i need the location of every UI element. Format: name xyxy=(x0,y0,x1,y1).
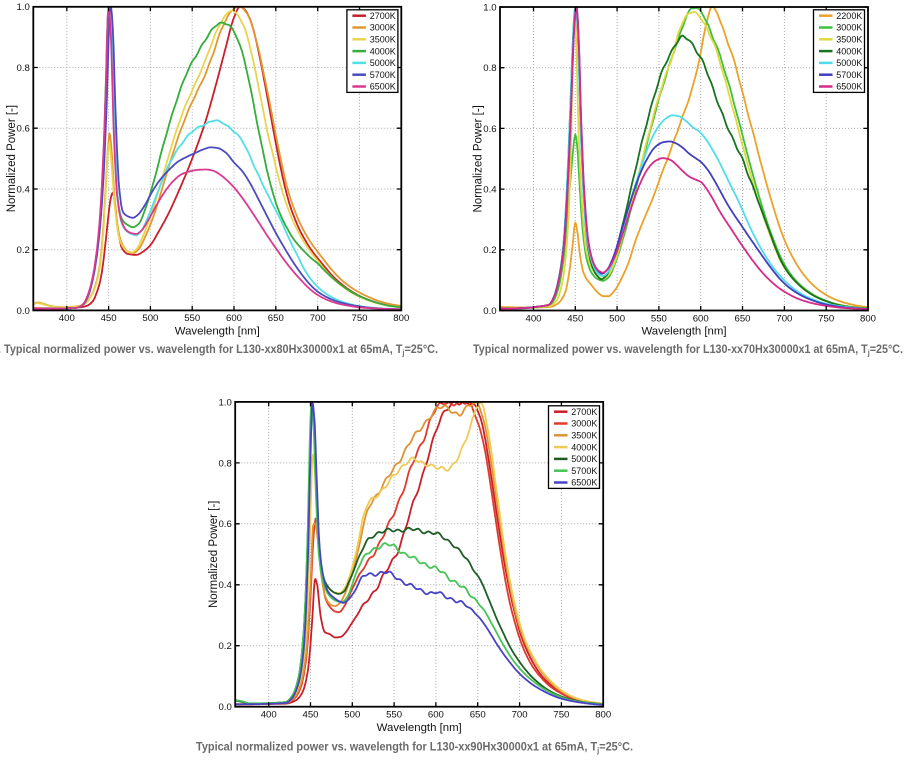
svg-text:0.8: 0.8 xyxy=(483,63,496,74)
svg-text:6500K: 6500K xyxy=(571,478,597,488)
svg-text:Normalized Power [-]: Normalized Power [-] xyxy=(473,105,485,212)
svg-text:800: 800 xyxy=(393,313,409,324)
svg-text:Typical normalized power vs. w: Typical normalized power vs. wavelength … xyxy=(196,740,633,756)
svg-text:1.0: 1.0 xyxy=(483,2,496,13)
svg-text:0.6: 0.6 xyxy=(218,519,231,530)
svg-text:700: 700 xyxy=(512,710,528,721)
svg-text:5000K: 5000K xyxy=(836,58,862,68)
svg-text:0.2: 0.2 xyxy=(17,245,30,256)
svg-text:4000K: 4000K xyxy=(571,442,597,452)
svg-text:600: 600 xyxy=(226,313,242,324)
svg-text:3000K: 3000K xyxy=(370,23,396,33)
svg-text:750: 750 xyxy=(351,313,367,324)
svg-text:800: 800 xyxy=(860,313,876,324)
svg-text:600: 600 xyxy=(693,313,709,324)
svg-text:3500K: 3500K xyxy=(836,35,862,45)
svg-text:5700K: 5700K xyxy=(571,466,597,476)
svg-text:0.4: 0.4 xyxy=(483,185,497,196)
svg-text:Typical normalized power vs. w: Typical normalized power vs. wavelength … xyxy=(473,342,903,358)
svg-text:3500K: 3500K xyxy=(370,35,396,45)
svg-text:2700K: 2700K xyxy=(571,407,597,417)
svg-text:4000K: 4000K xyxy=(836,46,862,56)
svg-text:550: 550 xyxy=(651,313,667,324)
svg-text:6500K: 6500K xyxy=(370,82,396,92)
svg-text:0.6: 0.6 xyxy=(483,124,496,135)
svg-text:0.0: 0.0 xyxy=(17,306,30,317)
svg-text:650: 650 xyxy=(470,710,486,721)
svg-text:500: 500 xyxy=(142,313,158,324)
svg-text:400: 400 xyxy=(59,313,75,324)
svg-text:Normalized Power [-]: Normalized Power [-] xyxy=(208,501,220,608)
svg-text:2700K: 2700K xyxy=(370,11,396,21)
svg-text:400: 400 xyxy=(261,710,277,721)
svg-text:Wavelength [nm]: Wavelength [nm] xyxy=(175,326,260,338)
svg-text:0.2: 0.2 xyxy=(218,641,231,652)
svg-text:500: 500 xyxy=(344,710,360,721)
svg-text:1.0: 1.0 xyxy=(218,397,231,408)
svg-text:2200K: 2200K xyxy=(836,11,862,21)
svg-text:500: 500 xyxy=(609,313,625,324)
svg-text:800: 800 xyxy=(595,710,611,721)
svg-text:0.4: 0.4 xyxy=(218,580,232,591)
svg-text:Wavelength [nm]: Wavelength [nm] xyxy=(641,326,726,338)
svg-text:0.8: 0.8 xyxy=(17,63,30,74)
svg-text:600: 600 xyxy=(428,710,444,721)
svg-text:6500K: 6500K xyxy=(836,82,862,92)
svg-text:550: 550 xyxy=(184,313,200,324)
svg-text:0.8: 0.8 xyxy=(218,458,231,469)
svg-text:5000K: 5000K xyxy=(370,58,396,68)
svg-text:4000K: 4000K xyxy=(370,46,396,56)
svg-text:3500K: 3500K xyxy=(571,431,597,441)
svg-text:0.6: 0.6 xyxy=(17,124,30,135)
svg-text:450: 450 xyxy=(567,313,583,324)
svg-text:750: 750 xyxy=(818,313,834,324)
svg-text:Wavelength [nm]: Wavelength [nm] xyxy=(377,722,462,734)
svg-text:0.2: 0.2 xyxy=(483,245,496,256)
svg-text:650: 650 xyxy=(734,313,750,324)
svg-text:450: 450 xyxy=(302,710,318,721)
svg-text:400: 400 xyxy=(525,313,541,324)
svg-text:450: 450 xyxy=(101,313,117,324)
svg-text:Normalized Power [-]: Normalized Power [-] xyxy=(6,105,18,212)
svg-text:1.0: 1.0 xyxy=(17,2,30,13)
svg-text:700: 700 xyxy=(310,313,326,324)
svg-text:700: 700 xyxy=(776,313,792,324)
svg-text:3000K: 3000K xyxy=(571,419,597,429)
svg-text:650: 650 xyxy=(268,313,284,324)
svg-text:550: 550 xyxy=(386,710,402,721)
svg-text:. Typical normalized power vs.: . Typical normalized power vs. wavelengt… xyxy=(0,342,438,358)
svg-text:750: 750 xyxy=(553,710,569,721)
svg-text:5700K: 5700K xyxy=(370,70,396,80)
svg-text:0.0: 0.0 xyxy=(218,702,231,713)
svg-text:5000K: 5000K xyxy=(571,454,597,464)
svg-text:5700K: 5700K xyxy=(836,70,862,80)
svg-text:0.4: 0.4 xyxy=(17,184,31,195)
svg-text:0.0: 0.0 xyxy=(483,306,496,317)
svg-text:3000K: 3000K xyxy=(836,23,862,33)
